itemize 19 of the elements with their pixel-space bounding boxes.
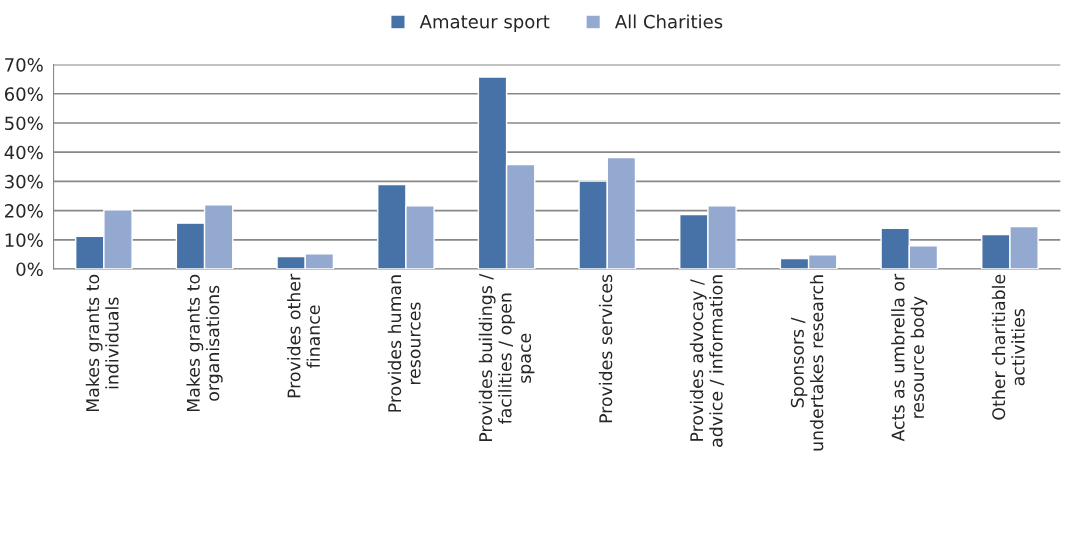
x-tick-label: Provides advocay / advice / information bbox=[689, 275, 725, 447]
y-tick-label: 10% bbox=[5, 233, 43, 247]
legend-label: All Charities bbox=[614, 14, 723, 29]
x-tick-label: Provides other finance bbox=[287, 273, 320, 398]
y-tick-label: 70% bbox=[5, 58, 43, 72]
y-tick-label: 0% bbox=[16, 262, 43, 277]
x-tick-label: Sponsors / undertakes research bbox=[790, 275, 824, 451]
x-tick-label: Other charitiable activities bbox=[991, 274, 1025, 420]
legend-label: Amateur sport bbox=[419, 15, 550, 32]
x-tick-label: Provides buildings / facilities / open space bbox=[478, 273, 535, 442]
x-tick-label: Provides human resources bbox=[387, 275, 421, 412]
x-tick-label: Provides services bbox=[598, 274, 613, 423]
y-tick-label: 50% bbox=[5, 116, 43, 131]
y-tick-label: 30% bbox=[5, 174, 43, 189]
y-tick-label: 60% bbox=[4, 87, 43, 101]
y-tick-label: 20% bbox=[5, 204, 43, 218]
y-tick-label: 40% bbox=[4, 145, 43, 160]
x-tick-label: Makes grants to individuals bbox=[85, 274, 119, 412]
x-tick-label: Acts as umbrella or resource body bbox=[891, 273, 928, 442]
